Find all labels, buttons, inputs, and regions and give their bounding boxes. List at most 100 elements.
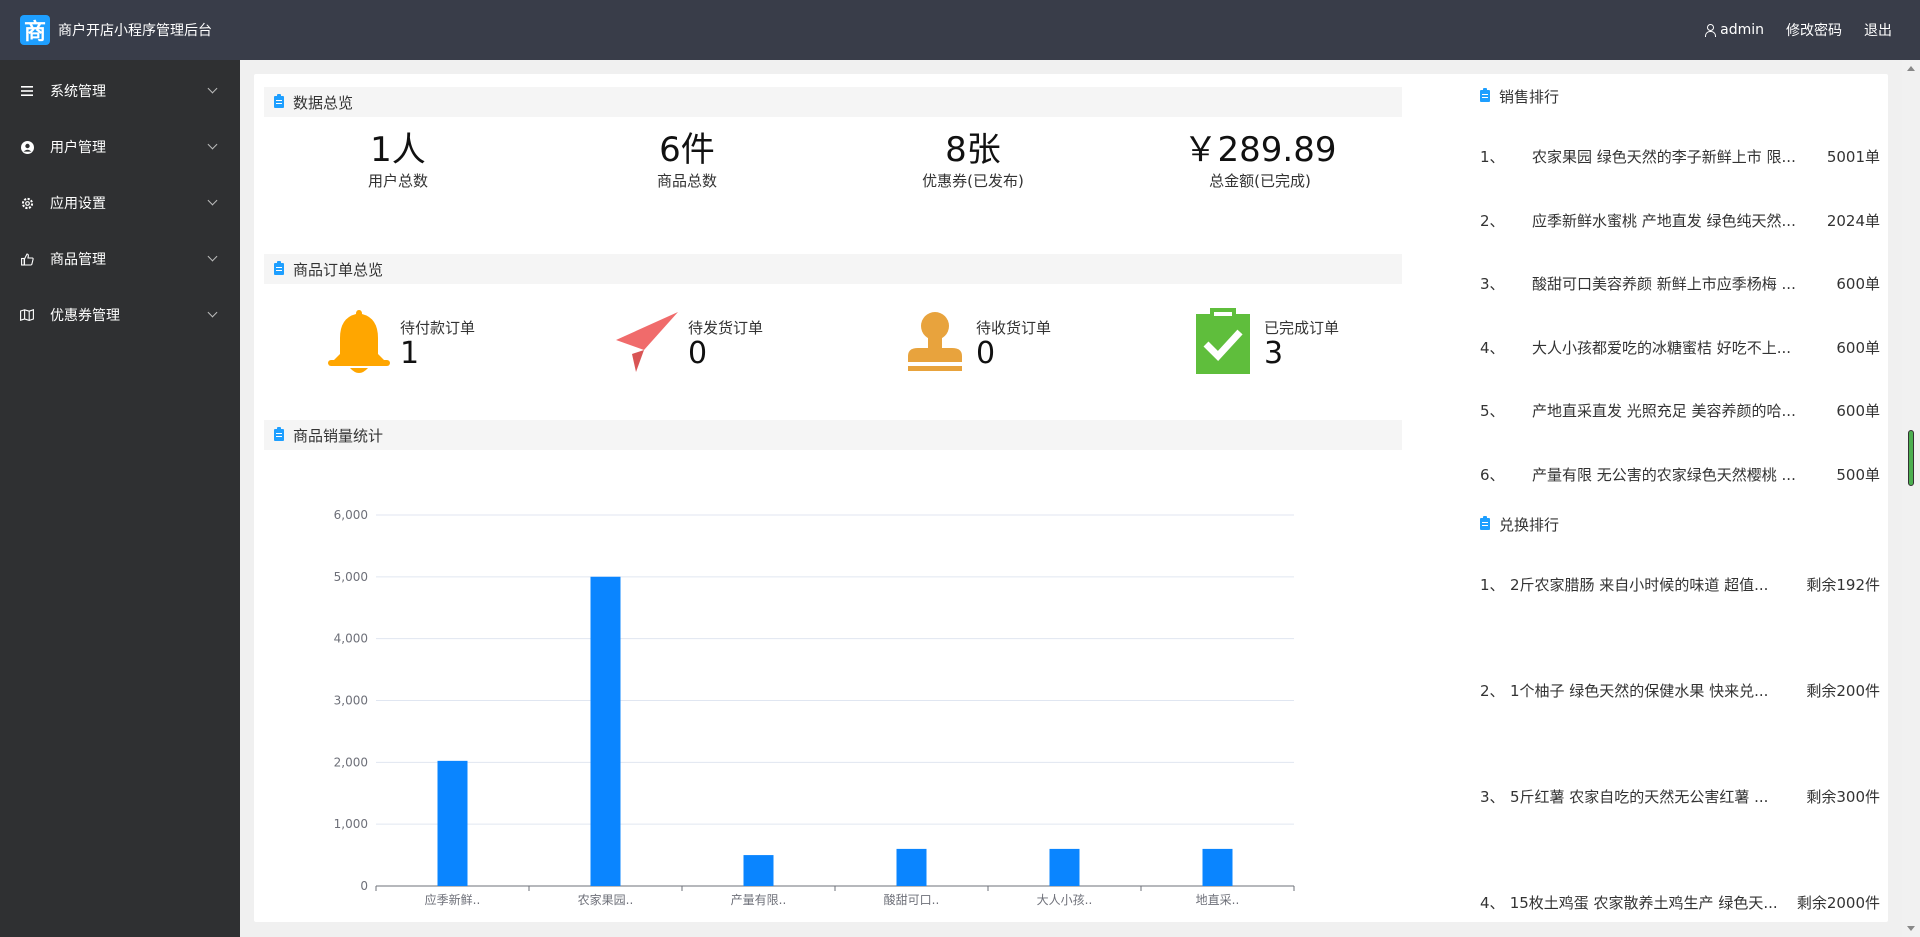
rank-num: 3、: [1480, 788, 1505, 806]
orders-section-header: 商品订单总览: [264, 254, 1402, 284]
clipboard-icon: [1480, 88, 1490, 102]
bar[interactable]: [896, 848, 927, 886]
order-pending-shipment[interactable]: 待发货订单 0: [614, 306, 763, 380]
sidebar-item-app-settings[interactable]: 应用设置: [0, 175, 240, 231]
stamp-icon: [902, 306, 968, 380]
rank-name: 2斤农家腊肠 来自小时候的味道 超值...: [1510, 576, 1769, 594]
section-title: 数据总览: [293, 93, 354, 112]
app-logo: 商: [20, 15, 50, 45]
sales-chart-section-header: 商品销量统计: [264, 420, 1402, 450]
sidebar-item-label: 应用设置: [50, 196, 106, 212]
sidebar-item-label: 商品管理: [50, 252, 106, 268]
dashboard-card: 数据总览 1人 用户总数 6件 商品总数 8张 优惠券(已发布) ￥289.89…: [254, 74, 1888, 922]
rank-row[interactable]: 4、 15枚土鸡蛋 农家散养土鸡生产 绿色天... 剩余2000件: [1480, 892, 1880, 913]
x-tick-label: 农家果园..: [578, 892, 634, 907]
stat-coupons: 8张 优惠券(已发布): [873, 130, 1073, 191]
stat-value: 8张: [945, 130, 1001, 170]
header-actions: admin 修改密码 退出: [1704, 0, 1892, 60]
user-icon: [1704, 24, 1717, 37]
bar[interactable]: [437, 760, 468, 886]
clipboard-icon: [274, 261, 284, 275]
sidebar-item-system[interactable]: 系统管理: [0, 63, 240, 119]
stat-value: ￥289.89: [1183, 130, 1337, 170]
section-title: 兑换排行: [1499, 515, 1560, 534]
rank-num: 1、: [1480, 576, 1505, 594]
sales-bar-chart: 0 1,000 2,000 3,000 4,000 5,000 6,000 应季新鲜.. 农家果…: [334, 508, 1295, 907]
rank-row[interactable]: 6、 产量有限 无公害的农家绿色天然樱桃 ... 500单: [1480, 464, 1880, 485]
sidebar-item-users[interactable]: 用户管理: [0, 119, 240, 175]
rank-row[interactable]: 2、 应季新鲜水蜜桃 产地直发 绿色纯天然... 2024单: [1480, 210, 1880, 231]
rank-count: 剩余192件: [1806, 576, 1880, 594]
order-pending-receipt[interactable]: 待收货订单 0: [902, 306, 1051, 380]
bell-icon: [326, 306, 392, 380]
order-label: 待付款订单: [400, 318, 476, 337]
bar[interactable]: [1202, 848, 1233, 886]
rank-row[interactable]: 2、 1个柚子 绿色天然的保健水果 快来兑... 剩余200件: [1480, 680, 1880, 701]
stat-value: 6件: [659, 130, 715, 170]
gear-icon: [20, 196, 34, 210]
x-tick-label: 大人小孩..: [1037, 893, 1093, 907]
change-password-link[interactable]: 修改密码: [1786, 23, 1842, 39]
clipboard-icon: [274, 427, 284, 441]
rank-count: 600单: [1836, 275, 1880, 293]
stat-total-amount: ￥289.89 总金额(已完成): [1160, 130, 1360, 191]
chevron-down-icon: [207, 195, 218, 206]
rank-row[interactable]: 1、 2斤农家腊肠 来自小时候的味道 超值... 剩余192件: [1480, 574, 1880, 595]
sidebar: 系统管理 用户管理 应用设置 商品管理 优惠券管理: [0, 60, 240, 937]
page-scrollbar[interactable]: [1902, 60, 1920, 937]
order-label: 已完成订单: [1264, 318, 1340, 337]
scroll-thumb[interactable]: [1908, 430, 1914, 486]
scroll-down-icon[interactable]: [1907, 926, 1915, 931]
sidebar-item-coupons[interactable]: 优惠券管理: [0, 287, 240, 343]
section-title: 商品订单总览: [293, 260, 384, 279]
stat-users: 1人 用户总数: [298, 130, 498, 191]
order-count: 1: [400, 335, 420, 371]
y-tick-label: 3,000: [334, 694, 368, 708]
order-label: 待发货订单: [688, 318, 764, 337]
rank-count: 剩余2000件: [1796, 894, 1880, 912]
menu-icon: [20, 84, 34, 98]
order-pending-payment[interactable]: 待付款订单 1: [326, 306, 475, 380]
user-menu[interactable]: admin: [1704, 22, 1764, 38]
main-content: 数据总览 1人 用户总数 6件 商品总数 8张 优惠券(已发布) ￥289.89…: [240, 60, 1920, 937]
bar[interactable]: [743, 855, 774, 886]
section-title: 销售排行: [1499, 87, 1560, 106]
rank-name: 应季新鲜水蜜桃 产地直发 绿色纯天然...: [1532, 211, 1796, 230]
clipboard-icon: [1480, 516, 1490, 530]
y-tick-label: 2,000: [334, 755, 368, 769]
rank-row[interactable]: 5、 产地直采直发 光照充足 美容养颜的哈... 600单: [1480, 400, 1880, 421]
rank-row[interactable]: 3、 酸甜可口美容养颜 新鲜上市应季杨梅 ... 600单: [1480, 273, 1880, 294]
rank-name: 产量有限 无公害的农家绿色天然樱桃 ...: [1532, 465, 1796, 484]
y-tick-label: 6,000: [334, 508, 368, 522]
clipboard-check-icon: [1190, 306, 1256, 380]
rank-name: 农家果园 绿色天然的李子新鲜上市 限...: [1532, 148, 1796, 166]
section-title: 商品销量统计: [293, 426, 384, 445]
rank-row[interactable]: 4、 大人小孩都爱吃的冰糖蜜桔 好吃不上... 600单: [1480, 337, 1880, 358]
sidebar-item-products[interactable]: 商品管理: [0, 231, 240, 287]
rank-num: 4、: [1480, 894, 1505, 912]
order-count: 3: [1264, 335, 1284, 371]
sales-rank-header: 销售排行: [1480, 84, 1559, 108]
exchange-rank-header: 兑换排行: [1480, 512, 1559, 536]
rank-num: 1、: [1480, 148, 1505, 166]
rank-num: 5、: [1480, 402, 1505, 420]
rank-num: 2、: [1480, 682, 1505, 700]
logout-link[interactable]: 退出: [1864, 23, 1892, 39]
rank-num: 4、: [1480, 338, 1505, 357]
rank-num: 3、: [1480, 275, 1505, 293]
rank-row[interactable]: 1、 农家果园 绿色天然的李子新鲜上市 限... 5001单: [1480, 146, 1880, 167]
y-tick-label: 4,000: [334, 632, 368, 646]
order-count: 0: [976, 335, 996, 371]
rank-row[interactable]: 3、 5斤红薯 农家自吃的天然无公害红薯 ... 剩余300件: [1480, 786, 1880, 807]
order-count: 0: [688, 335, 708, 371]
x-tick-label: 产量有限..: [731, 893, 787, 907]
scroll-up-icon[interactable]: [1907, 66, 1915, 71]
chevron-down-icon: [207, 307, 218, 318]
bar[interactable]: [590, 576, 621, 886]
bar[interactable]: [1049, 848, 1080, 886]
stat-label: 商品总数: [656, 172, 717, 190]
rank-count: 5001单: [1826, 148, 1880, 166]
overview-section-header: 数据总览: [264, 87, 1402, 117]
order-completed[interactable]: 已完成订单 3: [1190, 306, 1339, 380]
order-label: 待收货订单: [976, 318, 1052, 337]
